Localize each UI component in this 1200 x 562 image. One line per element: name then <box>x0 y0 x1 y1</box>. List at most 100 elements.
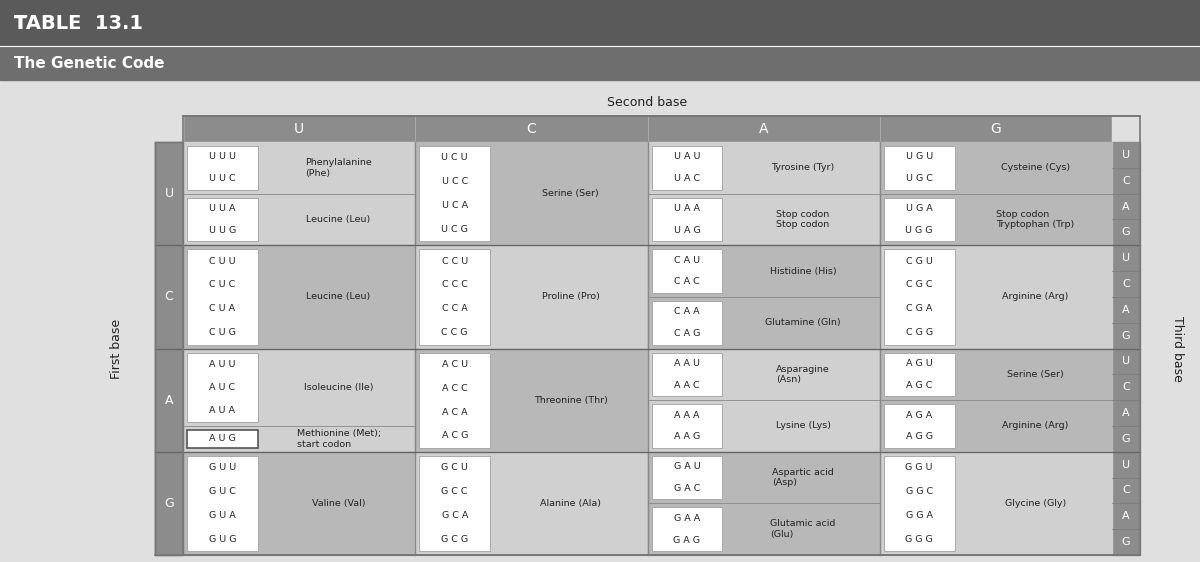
Text: A G G: A G G <box>906 432 932 441</box>
Text: A A G: A A G <box>674 432 700 441</box>
Bar <box>1112 116 1140 142</box>
Text: G A U: G A U <box>673 462 701 471</box>
Text: U: U <box>1122 356 1130 366</box>
Bar <box>182 348 415 452</box>
Bar <box>155 142 182 245</box>
Bar <box>1112 271 1140 297</box>
FancyBboxPatch shape <box>883 456 955 551</box>
FancyBboxPatch shape <box>883 198 955 241</box>
FancyBboxPatch shape <box>419 146 491 241</box>
Bar <box>182 245 415 348</box>
Text: C U C: C U C <box>209 280 235 289</box>
Text: A: A <box>1122 511 1130 522</box>
Text: C C G: C C G <box>442 328 468 337</box>
Text: TABLE  13.1: TABLE 13.1 <box>14 15 143 33</box>
Text: Aspartic acid
(Asp): Aspartic acid (Asp) <box>773 468 834 487</box>
Text: U G A: U G A <box>906 204 932 213</box>
Text: A A U: A A U <box>674 359 700 368</box>
Bar <box>415 348 648 452</box>
Bar <box>1112 323 1140 348</box>
Text: G G G: G G G <box>905 534 934 543</box>
Bar <box>182 452 415 555</box>
Text: A A A: A A A <box>674 410 700 419</box>
Text: A G U: A G U <box>906 359 932 368</box>
Text: C A G: C A G <box>673 329 700 338</box>
Text: A U C: A U C <box>210 383 235 392</box>
Text: Glutamic acid
(Glu): Glutamic acid (Glu) <box>770 519 835 539</box>
Text: G: G <box>1122 228 1130 237</box>
Bar <box>0 0 1200 46</box>
Text: U C C: U C C <box>442 177 468 186</box>
Bar <box>182 116 1140 555</box>
Text: C: C <box>1122 486 1130 496</box>
Text: C G G: C G G <box>906 328 932 337</box>
Text: U: U <box>1122 150 1130 160</box>
Text: First base: First base <box>110 319 124 379</box>
Text: Phenylalanine
(Phe): Phenylalanine (Phe) <box>305 158 372 178</box>
FancyBboxPatch shape <box>883 146 955 189</box>
FancyBboxPatch shape <box>652 250 722 293</box>
Text: U: U <box>1122 460 1130 470</box>
Bar <box>880 452 1112 555</box>
Text: A C C: A C C <box>442 384 468 393</box>
FancyBboxPatch shape <box>187 430 258 448</box>
Text: Isoleucine (Ile): Isoleucine (Ile) <box>304 383 373 392</box>
FancyBboxPatch shape <box>652 146 722 189</box>
Bar <box>1112 348 1140 374</box>
Text: A: A <box>1122 202 1130 211</box>
Bar <box>415 142 648 245</box>
Text: Asparagine
(Asn): Asparagine (Asn) <box>776 365 830 384</box>
Text: Threonine (Thr): Threonine (Thr) <box>534 396 607 405</box>
Text: Methionine (Met);
start codon: Methionine (Met); start codon <box>296 429 380 448</box>
Text: C A C: C A C <box>674 278 700 287</box>
Text: C G A: C G A <box>906 304 932 313</box>
Text: Second base: Second base <box>607 96 688 108</box>
Text: Lysine (Lys): Lysine (Lys) <box>775 422 830 430</box>
FancyBboxPatch shape <box>883 250 955 345</box>
Bar <box>648 245 880 348</box>
Text: C: C <box>1122 176 1130 185</box>
Text: U G C: U G C <box>906 174 932 183</box>
Text: The Genetic Code: The Genetic Code <box>14 56 164 71</box>
Text: U G G: U G G <box>906 226 932 235</box>
Text: G: G <box>1122 537 1130 547</box>
Text: G C G: G C G <box>442 534 468 543</box>
Text: C U G: C U G <box>209 328 236 337</box>
Text: C U U: C U U <box>209 257 235 266</box>
Bar <box>155 116 182 142</box>
Bar <box>880 142 1112 245</box>
Text: A C A: A C A <box>442 407 468 416</box>
FancyBboxPatch shape <box>419 352 491 448</box>
Text: A: A <box>164 393 173 407</box>
Bar <box>182 116 1112 142</box>
Text: Histidine (His): Histidine (His) <box>769 266 836 275</box>
Text: Alanine (Ala): Alanine (Ala) <box>540 499 601 508</box>
Text: U U G: U U G <box>209 226 236 235</box>
Text: U C G: U C G <box>442 225 468 234</box>
Text: Glutamine (Gln): Glutamine (Gln) <box>766 318 841 327</box>
Bar <box>182 142 415 245</box>
Bar <box>648 452 880 555</box>
Bar <box>155 348 182 452</box>
Text: Leucine (Leu): Leucine (Leu) <box>306 292 371 301</box>
Text: G G U: G G U <box>906 463 932 472</box>
Bar <box>648 348 880 452</box>
Text: C: C <box>1122 279 1130 289</box>
FancyBboxPatch shape <box>187 198 258 241</box>
FancyBboxPatch shape <box>187 456 258 551</box>
Text: G: G <box>1122 434 1130 444</box>
FancyBboxPatch shape <box>419 250 491 345</box>
Text: C C C: C C C <box>442 280 468 289</box>
Text: U A A: U A A <box>674 204 700 213</box>
Text: C G U: C G U <box>906 257 932 266</box>
FancyBboxPatch shape <box>187 146 258 189</box>
Text: G A G: G A G <box>673 536 701 545</box>
Text: T: T <box>14 15 26 33</box>
Text: Tyrosine (Tyr): Tyrosine (Tyr) <box>772 164 835 173</box>
Text: C: C <box>527 122 536 136</box>
Bar <box>0 46 1200 80</box>
Text: U U U: U U U <box>209 152 236 161</box>
Text: A: A <box>1122 305 1130 315</box>
Bar <box>155 142 182 555</box>
Text: G U A: G U A <box>209 511 236 520</box>
